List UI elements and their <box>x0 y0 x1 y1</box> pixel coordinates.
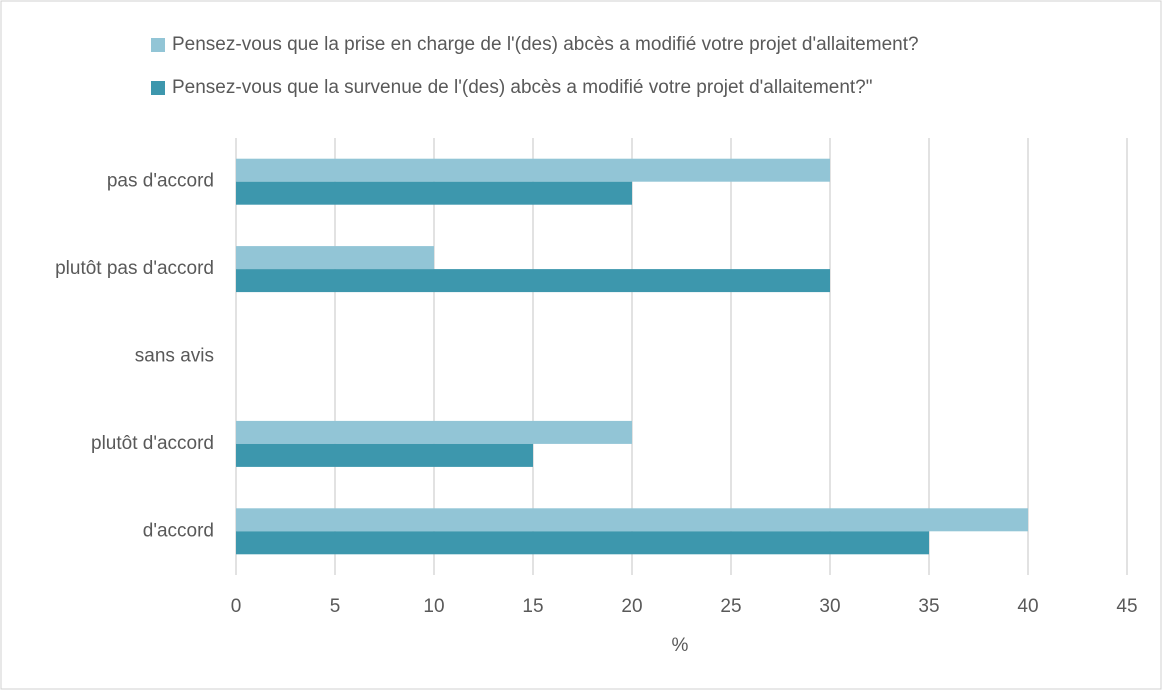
y-tick-label: sans avis <box>135 346 214 367</box>
legend-label: Pensez-vous que la survenue de l'(des) a… <box>172 77 873 98</box>
x-tick-label: 15 <box>522 596 543 617</box>
legend-label: Pensez-vous que la prise en charge de l'… <box>172 34 919 55</box>
x-tick-label: 35 <box>918 596 939 617</box>
x-tick-label: 0 <box>231 596 242 617</box>
bar <box>236 269 830 293</box>
y-tick-label: pas d'accord <box>107 171 214 192</box>
x-tick-label: 5 <box>330 596 341 617</box>
x-axis-label: % <box>672 635 689 656</box>
bar <box>236 420 632 444</box>
bar <box>236 181 632 205</box>
x-tick-label: 40 <box>1017 596 1038 617</box>
x-tick-label: 20 <box>621 596 642 617</box>
y-tick-label: d'accord <box>143 520 214 541</box>
y-tick-label: plutôt pas d'accord <box>55 258 214 279</box>
legend-swatch <box>151 38 165 52</box>
bar <box>236 246 434 270</box>
bar <box>236 158 830 182</box>
bar <box>236 531 929 555</box>
x-tick-label: 25 <box>720 596 741 617</box>
x-tick-label: 45 <box>1116 596 1137 617</box>
x-tick-label: 30 <box>819 596 840 617</box>
legend-swatch <box>151 81 165 95</box>
y-tick-label: plutôt d'accord <box>91 433 214 454</box>
bar <box>236 443 533 467</box>
bar <box>236 508 1028 532</box>
x-tick-label: 10 <box>423 596 444 617</box>
